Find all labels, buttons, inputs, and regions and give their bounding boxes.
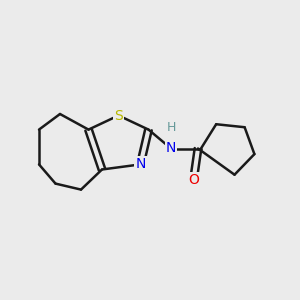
Text: N: N xyxy=(135,158,146,171)
Text: O: O xyxy=(188,173,199,187)
Text: S: S xyxy=(114,109,123,122)
Text: H: H xyxy=(167,121,176,134)
Text: N: N xyxy=(166,142,176,155)
